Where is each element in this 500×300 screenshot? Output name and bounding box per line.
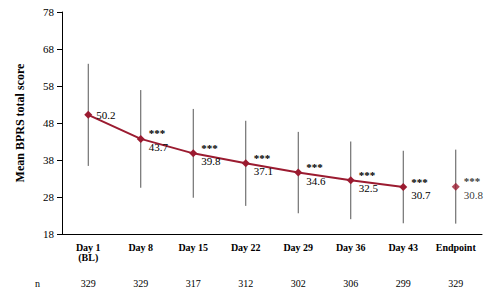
svg-text:329: 329	[448, 278, 463, 289]
svg-text:37.1: 37.1	[254, 165, 273, 177]
svg-text:Mean BPRS total score: Mean BPRS total score	[13, 63, 27, 182]
svg-text:Day 15: Day 15	[178, 242, 208, 253]
svg-text:299: 299	[396, 278, 411, 289]
svg-text:43.7: 43.7	[149, 141, 169, 153]
svg-text:***: ***	[411, 176, 428, 188]
svg-text:***: ***	[254, 152, 271, 164]
svg-text:28: 28	[43, 191, 55, 203]
svg-text:Endpoint: Endpoint	[436, 242, 477, 253]
svg-text:317: 317	[186, 278, 201, 289]
svg-text:34.6: 34.6	[306, 175, 326, 187]
svg-text:***: ***	[201, 142, 218, 154]
svg-text:Day 36: Day 36	[336, 242, 366, 253]
svg-text:30.8: 30.8	[464, 189, 484, 201]
svg-text:***: ***	[464, 175, 481, 187]
svg-text:48: 48	[43, 117, 55, 129]
svg-text:(BL): (BL)	[78, 252, 98, 264]
svg-text:302: 302	[291, 278, 306, 289]
svg-text:Day 29: Day 29	[283, 242, 313, 253]
svg-text:***: ***	[359, 169, 376, 181]
svg-text:78: 78	[43, 6, 55, 18]
svg-text:n: n	[35, 278, 40, 289]
svg-text:39.8: 39.8	[201, 155, 221, 167]
svg-text:Day 22: Day 22	[231, 242, 261, 253]
svg-text:***: ***	[149, 127, 166, 139]
svg-text:58: 58	[43, 80, 55, 92]
svg-text:329: 329	[81, 278, 96, 289]
svg-text:329: 329	[133, 278, 148, 289]
svg-text:306: 306	[343, 278, 358, 289]
svg-text:Day 43: Day 43	[388, 242, 418, 253]
svg-text:38: 38	[43, 154, 55, 166]
svg-text:Day 8: Day 8	[128, 242, 153, 253]
svg-text:68: 68	[43, 43, 55, 55]
svg-text:***: ***	[306, 161, 323, 173]
svg-text:Day 1: Day 1	[75, 241, 101, 253]
svg-text:50.2: 50.2	[96, 109, 115, 121]
svg-text:30.7: 30.7	[411, 189, 431, 201]
svg-text:312: 312	[238, 278, 253, 289]
svg-text:32.5: 32.5	[359, 182, 379, 194]
svg-text:18: 18	[43, 228, 55, 240]
